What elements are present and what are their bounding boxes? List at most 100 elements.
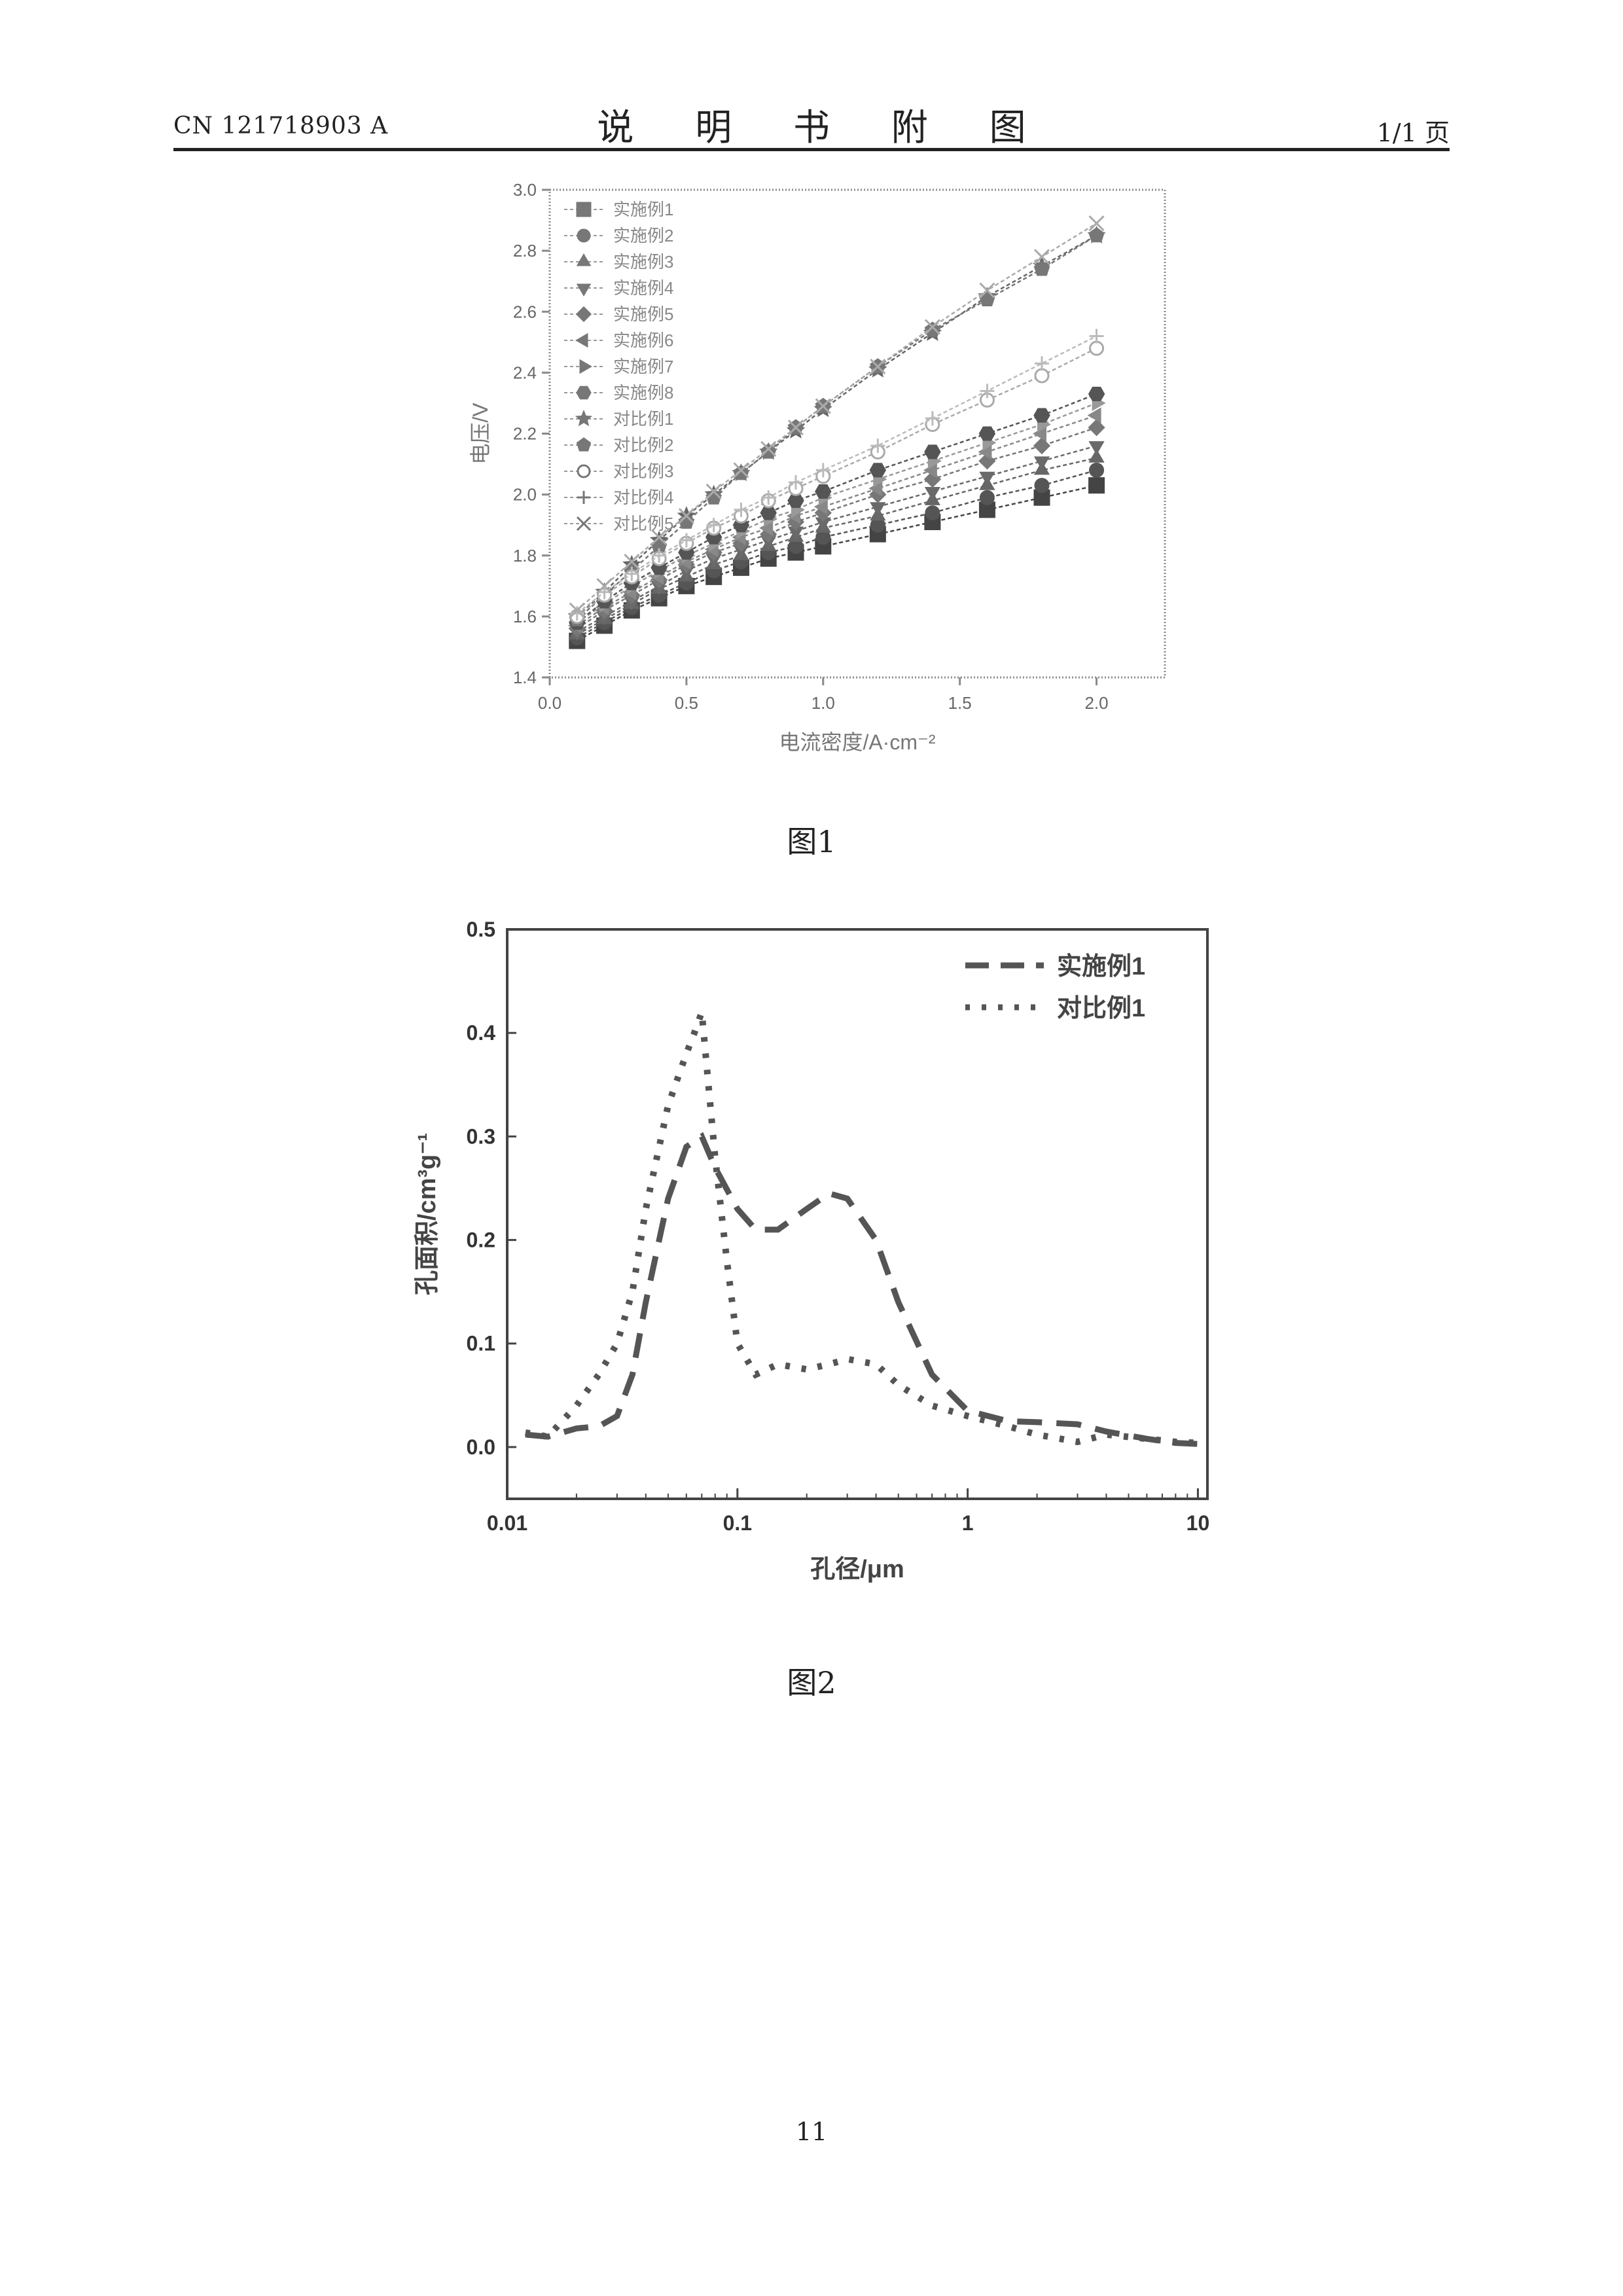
legend-label: 实施例8	[613, 383, 673, 403]
y-tick-label: 0.3	[467, 1124, 495, 1148]
data-point	[1034, 478, 1050, 493]
legend-label: 实施例4	[613, 278, 673, 298]
y-axis-label: 电压/V	[469, 403, 492, 465]
data-point	[924, 487, 940, 501]
y-tick-label: 2.4	[513, 363, 537, 382]
data-point	[1033, 249, 1050, 265]
data-point	[979, 471, 995, 486]
legend-label: 对比例2	[613, 435, 673, 455]
y-tick-label: 1.6	[513, 607, 537, 626]
data-point	[1089, 340, 1105, 356]
data-point	[924, 444, 941, 459]
data-point	[1088, 441, 1105, 456]
figure2-caption: 图2	[787, 1665, 836, 1700]
data-point	[1088, 448, 1105, 463]
data-point	[569, 602, 585, 619]
data-point	[789, 475, 803, 490]
series-line	[577, 484, 1097, 642]
data-point	[870, 359, 886, 375]
data-point	[596, 578, 613, 594]
data-point	[924, 319, 940, 335]
figure1-caption: 图1	[787, 824, 836, 859]
data-point	[1088, 477, 1105, 494]
x-tick-label: 0.1	[723, 1511, 752, 1535]
page-header: CN 121718903 A 说 明 书 附 图 1/1 页	[173, 98, 1450, 151]
data-point	[815, 398, 831, 414]
legend-label: 实施例3	[613, 252, 673, 272]
x-tick-label: 10	[1186, 1511, 1210, 1535]
legend-label: 对比例1	[1057, 995, 1145, 1022]
data-point	[1033, 260, 1050, 276]
header-rule	[173, 148, 1450, 151]
data-point	[1034, 368, 1050, 384]
y-tick-label: 2.6	[513, 302, 537, 321]
legend-marker	[576, 253, 592, 266]
x-axis-label: 电流密度/A·cm⁻²	[779, 730, 935, 754]
data-point	[761, 490, 776, 505]
page-number: 11	[795, 2117, 828, 2146]
data-point	[979, 490, 995, 505]
page-indicator: 1/1 页	[1376, 118, 1450, 147]
data-point	[815, 529, 831, 545]
legend-label: 实施例2	[613, 226, 673, 245]
y-tick-label: 2.8	[513, 241, 537, 260]
legend-marker	[576, 202, 592, 217]
series-line	[524, 1011, 1198, 1446]
legend-marker	[577, 228, 591, 243]
legend-label: 实施例6	[613, 331, 673, 350]
data-point	[1088, 226, 1105, 243]
data-point	[1033, 456, 1050, 471]
figure1-voltage-chart: 1.4 1.6 1.8 2.0 2.2 2.4 2.6 2.8 3.0 0.0 0.5 1.0 1.5 2…	[469, 180, 1166, 754]
data-point	[678, 508, 694, 524]
legend-label: 对比例3	[613, 461, 673, 481]
data-point	[705, 483, 722, 500]
data-point	[815, 463, 830, 478]
data-point	[760, 443, 777, 459]
data-point	[924, 321, 941, 337]
legend-marker	[576, 386, 592, 400]
legend-label: 对比例5	[613, 514, 673, 533]
y-tick-label: 0.1	[467, 1332, 495, 1355]
legend-label: 实施例1	[613, 200, 673, 219]
legend-label: 对比例4	[613, 488, 673, 507]
y-tick-label: 0.4	[467, 1021, 496, 1045]
legend-marker	[576, 283, 592, 296]
data-point	[869, 463, 887, 478]
y-tick-label: 0.2	[467, 1229, 495, 1252]
legend-marker	[579, 359, 592, 374]
data-point	[1035, 356, 1049, 371]
data-point	[651, 529, 668, 545]
x-axis-label: 孔径/μm	[810, 1556, 904, 1583]
series-line	[577, 414, 1097, 626]
plot-frame	[548, 188, 1166, 679]
legend-marker	[575, 306, 592, 323]
x-tick-label: 1.0	[812, 693, 835, 713]
data-point	[652, 548, 667, 563]
legend-label: 对比例1	[613, 409, 673, 429]
x-tick-label: 0.5	[675, 693, 698, 713]
y-tick-label: 2.2	[513, 424, 537, 444]
data-point	[925, 505, 940, 521]
data-point	[1089, 329, 1104, 344]
data-point	[978, 426, 996, 441]
data-point	[979, 282, 995, 298]
header-title: 说 明 书 附 图	[597, 107, 1051, 149]
data-point	[787, 493, 804, 508]
data-point	[1087, 407, 1101, 423]
patent-number: CN 121718903 A	[173, 113, 389, 139]
data-point	[760, 505, 777, 520]
x-tick-label: 0.0	[538, 693, 562, 713]
data-point	[733, 462, 749, 478]
data-point	[679, 533, 694, 548]
y-tick-label: 1.8	[513, 546, 537, 565]
legend-marker	[577, 491, 590, 504]
data-point	[569, 606, 584, 621]
data-point	[925, 411, 940, 426]
y-tick-label: 2.0	[513, 485, 537, 505]
data-point	[787, 420, 804, 436]
legend-marker	[575, 332, 588, 348]
x-tick-label: 0.01	[487, 1511, 527, 1535]
series-line	[577, 427, 1097, 630]
series-line	[576, 234, 1097, 617]
legend-marker	[577, 464, 591, 478]
